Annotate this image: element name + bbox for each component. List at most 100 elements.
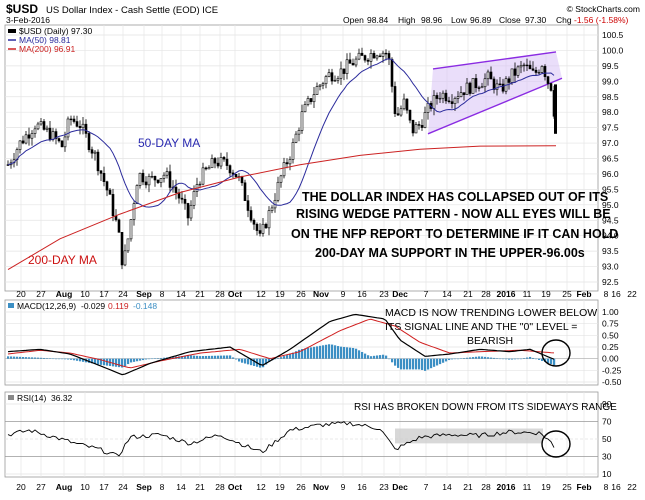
x-tick-label: 14 <box>442 482 452 492</box>
macd-hist-bar <box>289 354 292 359</box>
macd-hist-bar <box>520 358 523 360</box>
symbol: $USD <box>6 2 38 16</box>
macd-hist-bar <box>253 358 256 366</box>
macd-hist-bar <box>547 358 550 363</box>
x-tick-label: 12 <box>256 289 266 299</box>
candle-body <box>93 151 97 154</box>
x-tick-label: 28 <box>215 482 225 492</box>
macd-hist-bar <box>349 347 352 359</box>
macd-value-1: -0.029 <box>81 301 105 311</box>
macd-hist-bar <box>379 355 382 359</box>
y-tick-label: 94.0 <box>602 231 619 241</box>
macd-hist-bar <box>400 358 403 370</box>
main-annotation: THE DOLLAR INDEX HAS COLLAPSED OUT OF IT… <box>291 190 618 260</box>
y-tick-label: 92.5 <box>602 277 619 287</box>
macd-hist-bar <box>25 357 28 359</box>
macd-hist-bar <box>220 355 223 359</box>
candle-body <box>162 174 166 179</box>
rsi-range-box <box>395 428 543 444</box>
candle-body <box>513 68 517 76</box>
x-tick-label: 16 <box>611 482 621 492</box>
y-tick-label: 97.5 <box>602 123 619 133</box>
candle-body <box>234 174 238 178</box>
macd-hist-bar <box>427 358 430 370</box>
candle-body <box>465 82 469 96</box>
candle-body <box>72 118 76 122</box>
macd-hist-bar <box>28 357 31 359</box>
rsi-tick-label: 50 <box>602 434 612 444</box>
macd-hist-bar <box>439 358 442 365</box>
macd-hist-bar <box>259 358 262 368</box>
candle-body <box>486 71 490 80</box>
main-annotation-line-4: 200-DAY MA SUPPORT IN THE UPPER-96.00s <box>315 246 585 260</box>
candle-body <box>528 64 532 70</box>
candle-body <box>279 175 283 183</box>
candle-body <box>78 126 82 129</box>
x-tick-label: 9 <box>341 289 346 299</box>
legend-ma50: MA(50) 98.81 <box>19 35 71 45</box>
candle-body <box>318 84 322 87</box>
candle-body <box>483 78 487 88</box>
candle-body <box>549 83 553 91</box>
x-tick-label: 21 <box>463 289 473 299</box>
macd-hist-bar <box>52 358 55 360</box>
macd-tick-label: -0.50 <box>602 377 622 387</box>
x-tick-label: 26 <box>296 289 306 299</box>
candle-body <box>90 149 94 154</box>
candle-body <box>408 109 412 121</box>
rsi-tick-label: 70 <box>602 417 612 427</box>
macd-hist-bar <box>247 358 250 365</box>
candle-body <box>246 200 250 211</box>
macd-hist-bar <box>37 357 40 359</box>
candle-body <box>537 71 541 74</box>
macd-hist-bar <box>136 358 139 362</box>
candle-body <box>321 83 325 86</box>
candle-body <box>342 68 346 74</box>
x-tick-label: 2016 <box>497 482 516 492</box>
macd-hist-bar <box>406 358 409 370</box>
macd-hist-bar <box>34 357 37 359</box>
candle-body <box>381 52 385 57</box>
macd-tick-label: 0.50 <box>602 330 619 340</box>
legend-price-swatch <box>8 29 16 33</box>
x-tick-label: 16 <box>357 482 367 492</box>
macd-hist-bar <box>139 358 142 361</box>
candle-body <box>345 59 349 74</box>
candle-body <box>438 97 442 100</box>
x-tick-label: 7 <box>424 289 429 299</box>
macd-hist-bar <box>151 358 154 360</box>
x-tick-label: 16 <box>611 289 621 299</box>
candle-body <box>261 223 265 234</box>
candle-body <box>330 72 334 82</box>
candle-body <box>27 134 31 139</box>
candle-body <box>168 171 172 188</box>
macd-hist-bar <box>457 358 460 360</box>
macd-hist-bar <box>286 355 289 359</box>
candle-body <box>111 194 115 217</box>
macd-hist-bar <box>163 357 166 359</box>
x-tick-label: 21 <box>195 289 205 299</box>
macd-hist-bar <box>529 356 532 359</box>
macd-hist-bar <box>388 358 391 360</box>
macd-tick-label: 0.75 <box>602 319 619 329</box>
candles <box>6 47 557 270</box>
candle-body <box>522 64 526 67</box>
macd-hist-bar <box>316 346 319 359</box>
x-tick-label: 2016 <box>497 289 516 299</box>
macd-panel <box>4 299 599 386</box>
x-tick-label: Feb <box>576 482 591 492</box>
highlight-circles <box>541 339 571 458</box>
x-tick-label: 12 <box>256 482 266 492</box>
candle-body <box>231 172 235 175</box>
macd-hist-bar <box>232 357 235 359</box>
candle-body <box>294 133 298 143</box>
candle-body <box>132 203 136 220</box>
y-tick-label: 100.0 <box>602 45 624 55</box>
candle-body <box>390 58 394 87</box>
candle-body <box>183 198 187 204</box>
macd-hist-bar <box>115 358 118 367</box>
macd-hist-bar <box>355 348 358 359</box>
macd-hist-bar <box>514 358 517 360</box>
macd-hist-bar <box>385 355 388 359</box>
rsi-tick-label: 10 <box>602 469 612 479</box>
